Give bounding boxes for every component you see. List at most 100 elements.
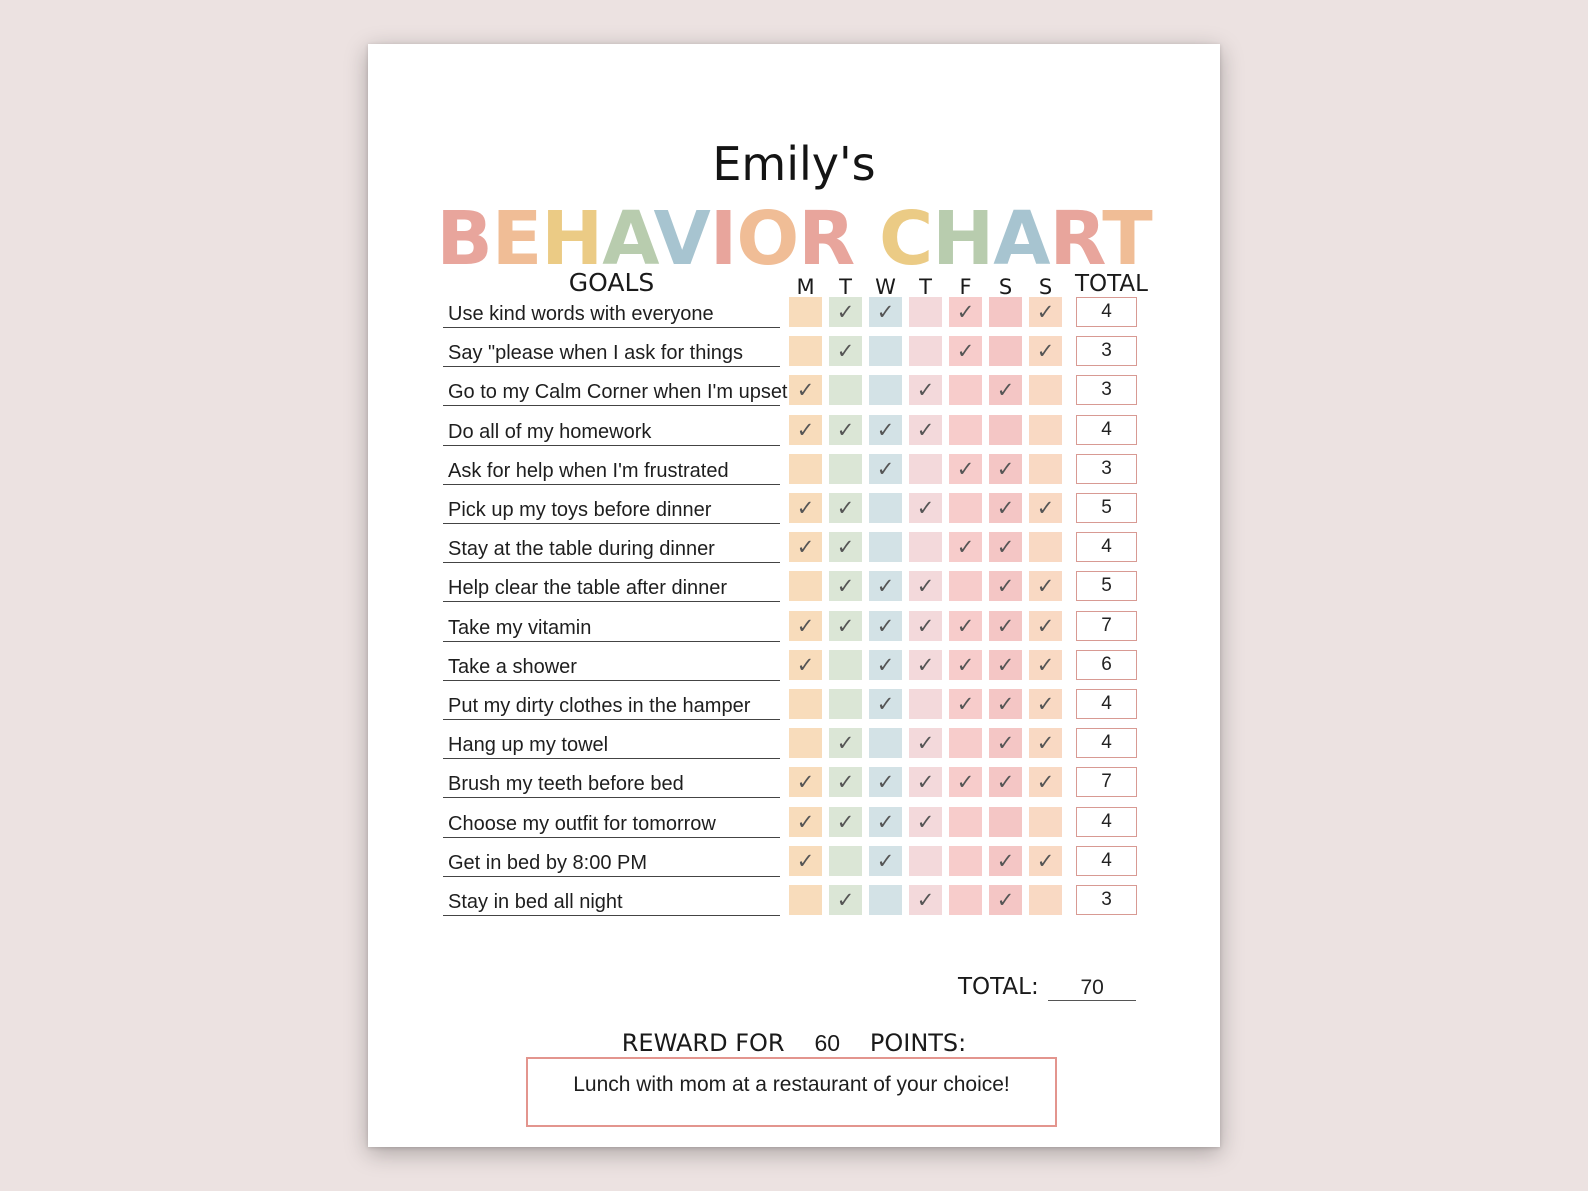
empty-day-cell[interactable] — [869, 885, 902, 915]
empty-day-cell[interactable] — [989, 336, 1022, 367]
checked-day-cell[interactable]: ✓ — [909, 649, 942, 680]
checked-day-cell[interactable]: ✓ — [829, 767, 862, 798]
checked-day-cell[interactable]: ✓ — [909, 493, 942, 523]
checked-day-cell[interactable]: ✓ — [989, 689, 1022, 719]
checked-day-cell[interactable]: ✓ — [869, 649, 902, 680]
checked-day-cell[interactable]: ✓ — [869, 453, 902, 484]
checked-day-cell[interactable]: ✓ — [869, 297, 902, 327]
empty-day-cell[interactable] — [909, 297, 942, 327]
empty-day-cell[interactable] — [789, 728, 822, 759]
checked-day-cell[interactable]: ✓ — [789, 806, 822, 837]
empty-day-cell[interactable] — [909, 689, 942, 719]
checked-day-cell[interactable]: ✓ — [829, 336, 862, 367]
checked-day-cell[interactable]: ✓ — [869, 689, 902, 719]
checked-day-cell[interactable]: ✓ — [989, 649, 1022, 680]
checked-day-cell[interactable]: ✓ — [949, 649, 982, 680]
empty-day-cell[interactable] — [949, 728, 982, 759]
checked-day-cell[interactable]: ✓ — [949, 767, 982, 798]
checked-day-cell[interactable]: ✓ — [989, 532, 1022, 563]
checked-day-cell[interactable]: ✓ — [909, 610, 942, 641]
checked-day-cell[interactable]: ✓ — [989, 767, 1022, 798]
empty-day-cell[interactable] — [789, 297, 822, 327]
empty-day-cell[interactable] — [989, 806, 1022, 837]
checked-day-cell[interactable]: ✓ — [1029, 493, 1062, 523]
checked-day-cell[interactable]: ✓ — [829, 297, 862, 327]
empty-day-cell[interactable] — [1029, 414, 1062, 445]
empty-day-cell[interactable] — [909, 336, 942, 367]
checked-day-cell[interactable]: ✓ — [989, 571, 1022, 602]
empty-day-cell[interactable] — [829, 453, 862, 484]
empty-day-cell[interactable] — [909, 453, 942, 484]
empty-day-cell[interactable] — [829, 649, 862, 680]
checked-day-cell[interactable]: ✓ — [909, 375, 942, 406]
checked-day-cell[interactable]: ✓ — [989, 728, 1022, 759]
checked-day-cell[interactable]: ✓ — [909, 414, 942, 445]
checked-day-cell[interactable]: ✓ — [989, 885, 1022, 915]
empty-day-cell[interactable] — [949, 806, 982, 837]
checked-day-cell[interactable]: ✓ — [829, 571, 862, 602]
empty-day-cell[interactable] — [789, 689, 822, 719]
empty-day-cell[interactable] — [789, 571, 822, 602]
checked-day-cell[interactable]: ✓ — [1029, 336, 1062, 367]
checked-day-cell[interactable]: ✓ — [1029, 610, 1062, 641]
checked-day-cell[interactable]: ✓ — [949, 610, 982, 641]
checked-day-cell[interactable]: ✓ — [1029, 728, 1062, 759]
checked-day-cell[interactable]: ✓ — [1029, 767, 1062, 798]
checked-day-cell[interactable]: ✓ — [829, 806, 862, 837]
empty-day-cell[interactable] — [989, 414, 1022, 445]
checked-day-cell[interactable]: ✓ — [869, 571, 902, 602]
checked-day-cell[interactable]: ✓ — [989, 453, 1022, 484]
checked-day-cell[interactable]: ✓ — [949, 689, 982, 719]
checked-day-cell[interactable]: ✓ — [829, 728, 862, 759]
checked-day-cell[interactable]: ✓ — [869, 806, 902, 837]
checked-day-cell[interactable]: ✓ — [869, 414, 902, 445]
checked-day-cell[interactable]: ✓ — [829, 532, 862, 563]
checked-day-cell[interactable]: ✓ — [1029, 845, 1062, 876]
checked-day-cell[interactable]: ✓ — [829, 885, 862, 915]
checked-day-cell[interactable]: ✓ — [949, 297, 982, 327]
empty-day-cell[interactable] — [869, 375, 902, 406]
checked-day-cell[interactable]: ✓ — [1029, 649, 1062, 680]
empty-day-cell[interactable] — [829, 689, 862, 719]
empty-day-cell[interactable] — [949, 375, 982, 406]
checked-day-cell[interactable]: ✓ — [909, 885, 942, 915]
checked-day-cell[interactable]: ✓ — [1029, 571, 1062, 602]
checked-day-cell[interactable]: ✓ — [989, 375, 1022, 406]
checked-day-cell[interactable]: ✓ — [869, 767, 902, 798]
checked-day-cell[interactable]: ✓ — [949, 336, 982, 367]
empty-day-cell[interactable] — [909, 845, 942, 876]
empty-day-cell[interactable] — [949, 845, 982, 876]
checked-day-cell[interactable]: ✓ — [1029, 689, 1062, 719]
checked-day-cell[interactable]: ✓ — [989, 610, 1022, 641]
empty-day-cell[interactable] — [949, 571, 982, 602]
empty-day-cell[interactable] — [789, 453, 822, 484]
checked-day-cell[interactable]: ✓ — [909, 767, 942, 798]
checked-day-cell[interactable]: ✓ — [1029, 297, 1062, 327]
checked-day-cell[interactable]: ✓ — [869, 610, 902, 641]
empty-day-cell[interactable] — [989, 297, 1022, 327]
checked-day-cell[interactable]: ✓ — [949, 532, 982, 563]
checked-day-cell[interactable]: ✓ — [789, 845, 822, 876]
checked-day-cell[interactable]: ✓ — [909, 571, 942, 602]
checked-day-cell[interactable]: ✓ — [829, 493, 862, 523]
empty-day-cell[interactable] — [949, 885, 982, 915]
checked-day-cell[interactable]: ✓ — [989, 845, 1022, 876]
empty-day-cell[interactable] — [869, 728, 902, 759]
checked-day-cell[interactable]: ✓ — [949, 453, 982, 484]
empty-day-cell[interactable] — [1029, 375, 1062, 406]
empty-day-cell[interactable] — [1029, 885, 1062, 915]
checked-day-cell[interactable]: ✓ — [789, 414, 822, 445]
empty-day-cell[interactable] — [909, 532, 942, 563]
empty-day-cell[interactable] — [1029, 806, 1062, 837]
checked-day-cell[interactable]: ✓ — [909, 728, 942, 759]
empty-day-cell[interactable] — [949, 493, 982, 523]
checked-day-cell[interactable]: ✓ — [789, 767, 822, 798]
empty-day-cell[interactable] — [829, 375, 862, 406]
checked-day-cell[interactable]: ✓ — [869, 845, 902, 876]
checked-day-cell[interactable]: ✓ — [829, 610, 862, 641]
empty-day-cell[interactable] — [869, 532, 902, 563]
empty-day-cell[interactable] — [789, 885, 822, 915]
checked-day-cell[interactable]: ✓ — [789, 649, 822, 680]
empty-day-cell[interactable] — [869, 336, 902, 367]
empty-day-cell[interactable] — [869, 493, 902, 523]
